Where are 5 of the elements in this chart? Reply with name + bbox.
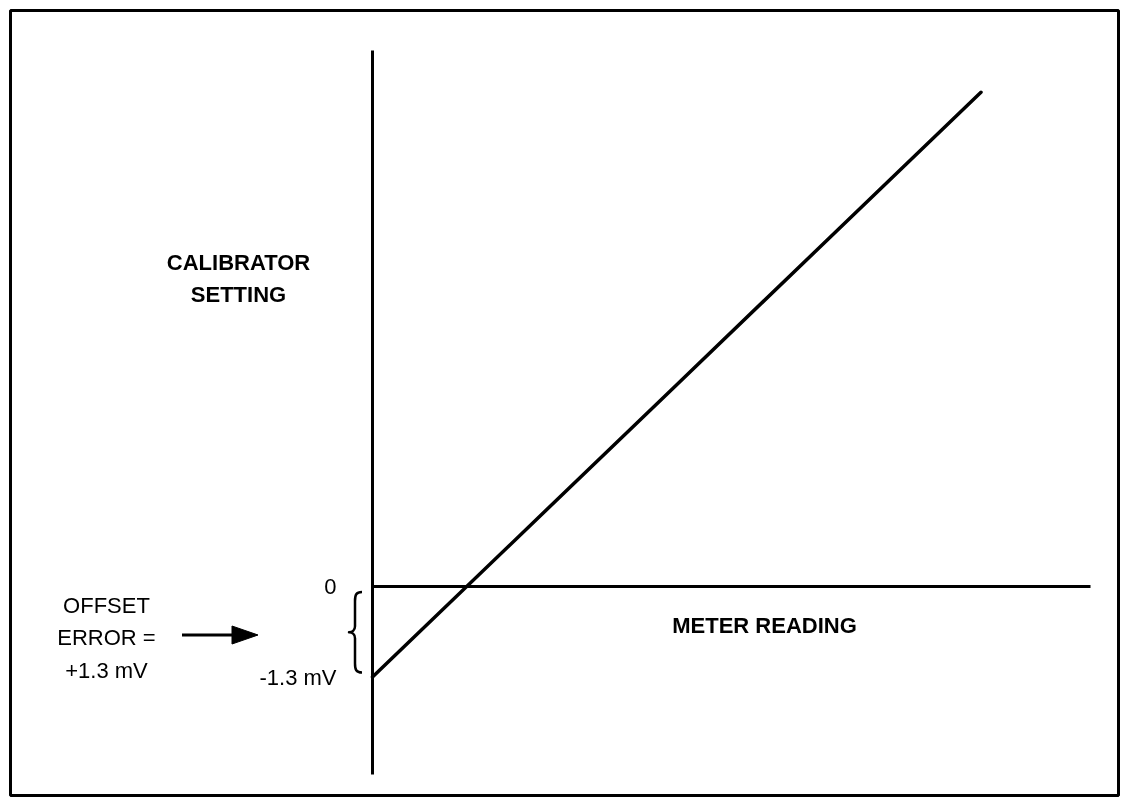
y-tick-label: 0 — [324, 574, 337, 600]
y-axis-title: CALIBRATOR SETTING — [166, 249, 311, 308]
text: OFFSET ERROR = +1.3 mV — [57, 592, 156, 683]
y-tick-label: -1.3 mV — [259, 664, 337, 690]
x-axis-title: METER READING — [672, 613, 857, 638]
